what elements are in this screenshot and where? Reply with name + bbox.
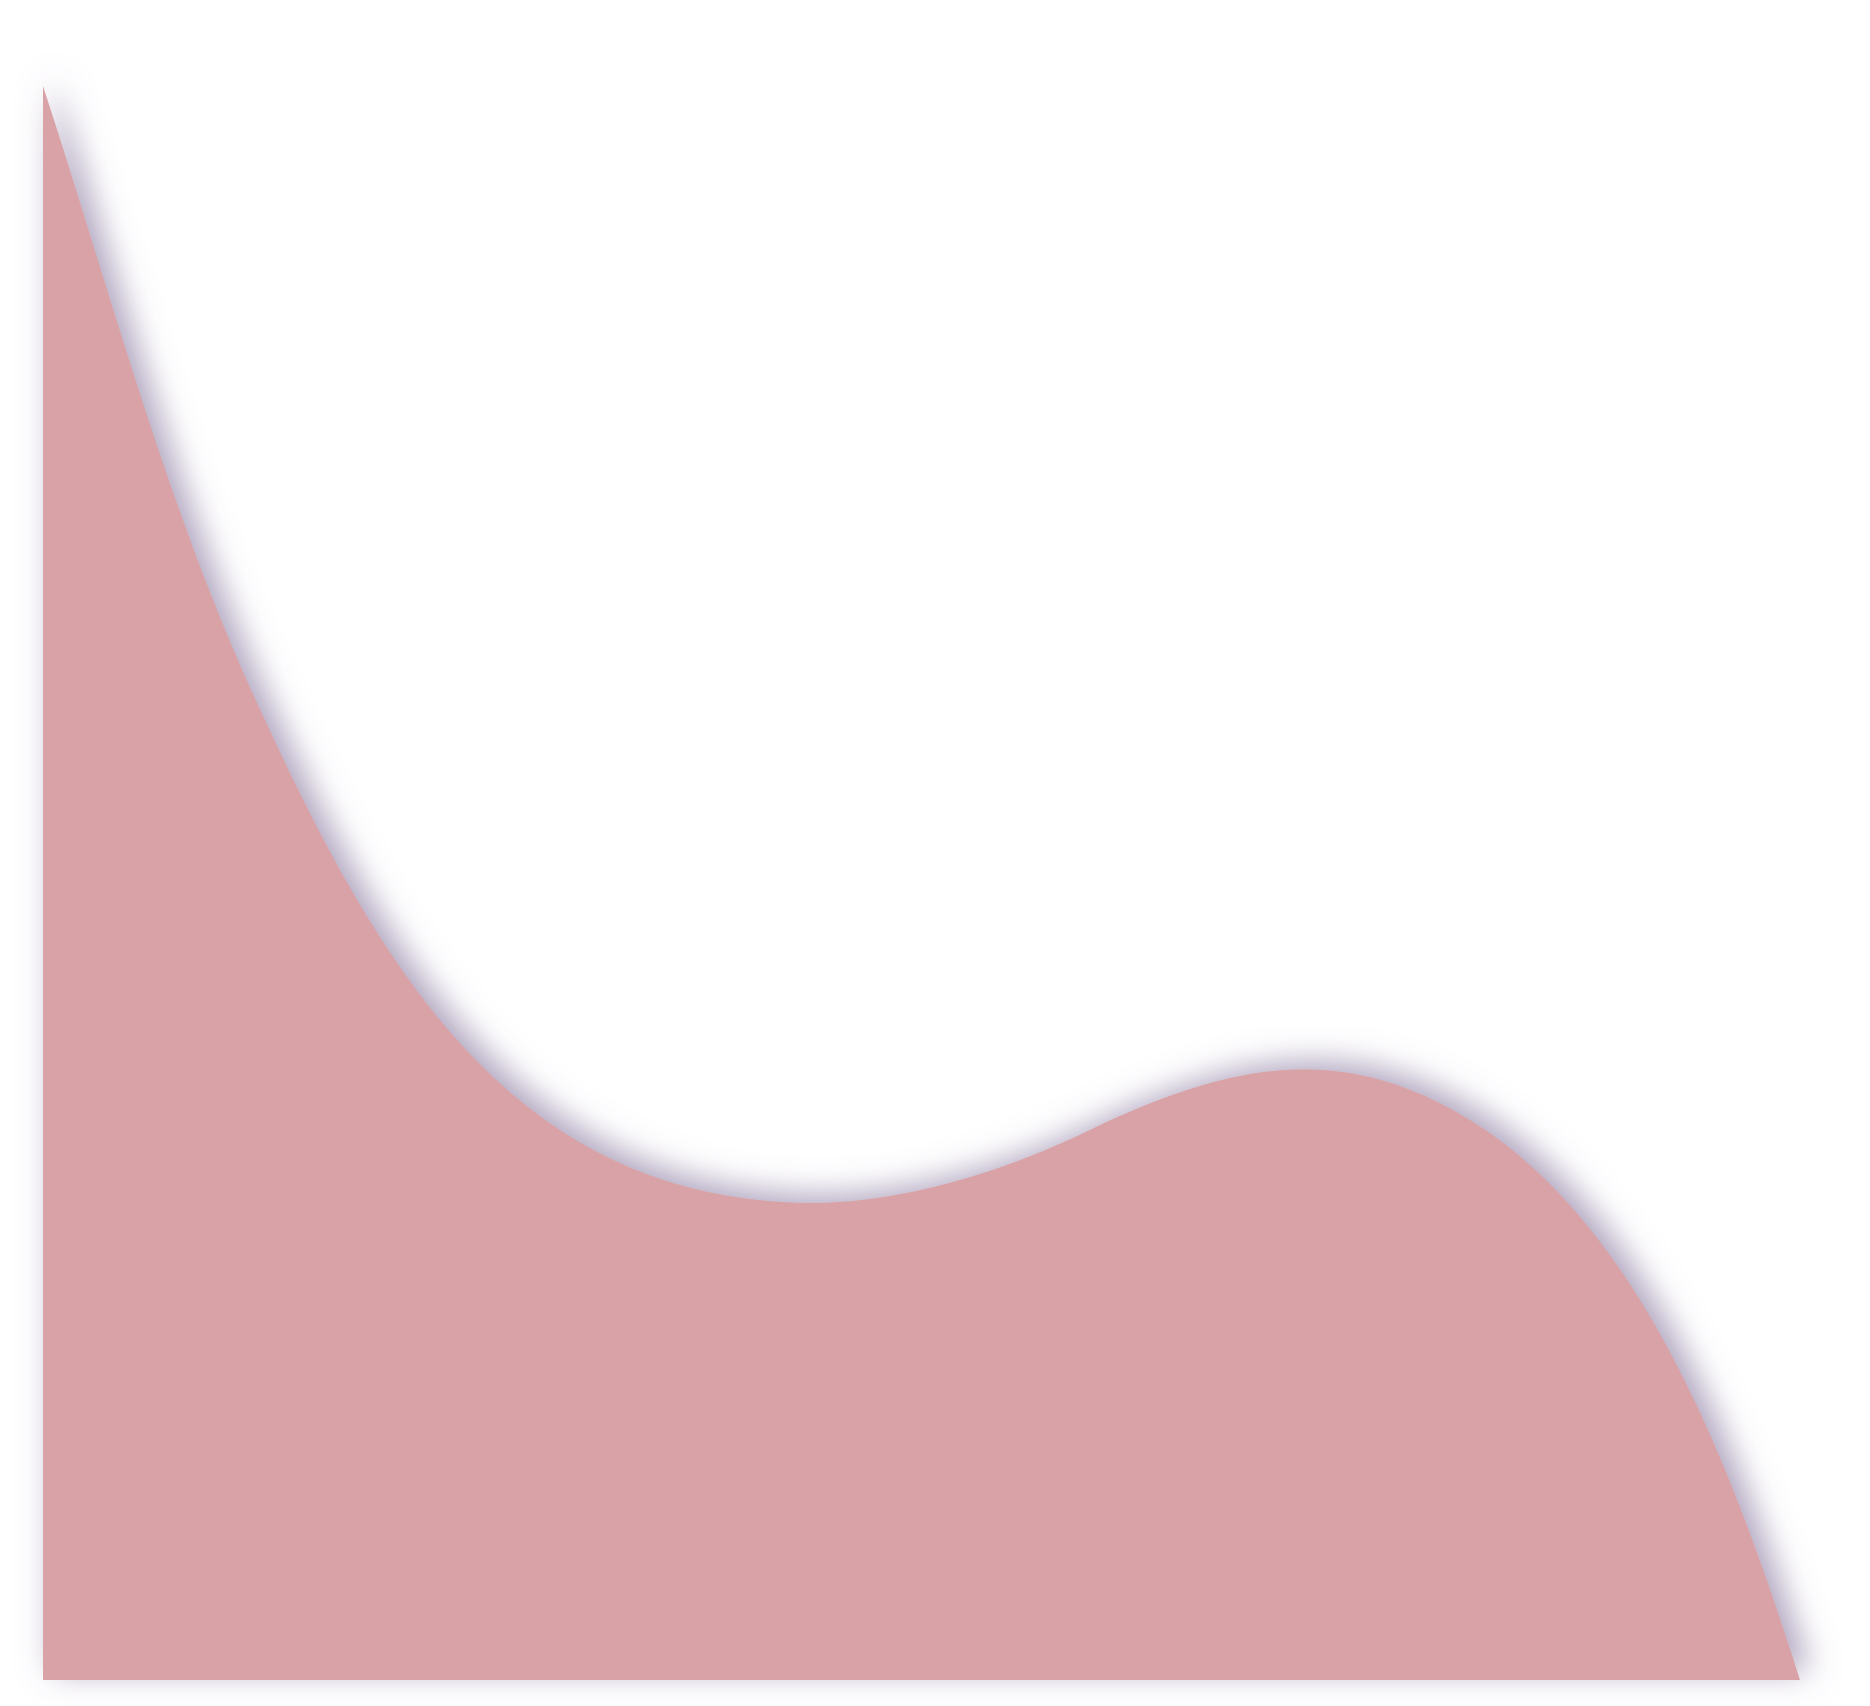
wave-shape xyxy=(43,86,1800,1680)
